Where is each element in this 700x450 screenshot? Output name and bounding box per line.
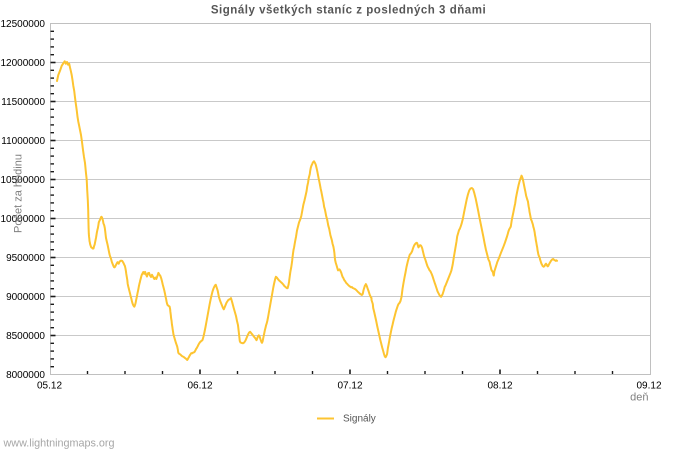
svg-text:9500000: 9500000 [6,253,45,264]
svg-text:07.12: 07.12 [337,380,362,391]
svg-text:12500000: 12500000 [1,19,46,30]
svg-text:08.12: 08.12 [487,380,512,391]
svg-text:10000000: 10000000 [1,214,46,225]
svg-text:11000000: 11000000 [1,136,45,147]
svg-text:Signály všetkých staníc z posl: Signály všetkých staníc z posledných 3 d… [211,5,486,17]
svg-text:www.lightningmaps.org: www.lightningmaps.org [3,437,115,449]
svg-text:Signály: Signály [343,413,376,424]
svg-text:12000000: 12000000 [1,58,46,69]
svg-text:09.12: 09.12 [636,380,661,391]
svg-text:8000000: 8000000 [6,370,45,381]
svg-text:11500000: 11500000 [1,97,45,108]
svg-text:10500000: 10500000 [1,175,46,186]
svg-text:05.12: 05.12 [37,380,62,391]
svg-text:06.12: 06.12 [187,380,212,391]
svg-text:8500000: 8500000 [6,331,45,342]
svg-text:deň: deň [630,392,648,404]
svg-text:9000000: 9000000 [6,292,45,303]
svg-text:Počet za hodinu: Počet za hodinu [13,154,25,233]
